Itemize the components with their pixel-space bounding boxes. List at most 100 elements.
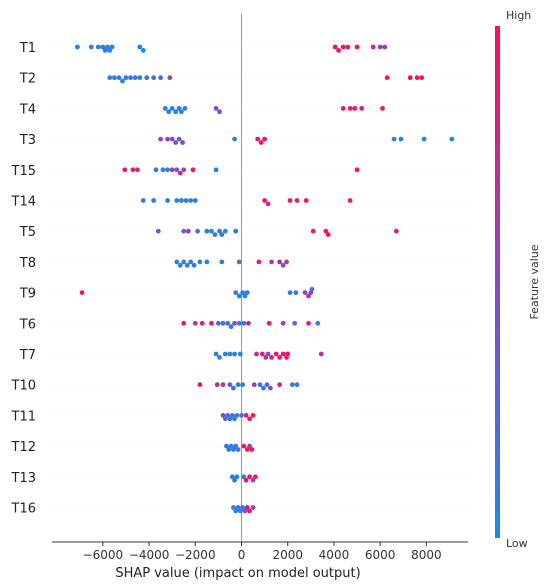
x-tick-label: 0 bbox=[238, 548, 246, 562]
shap-point bbox=[231, 447, 236, 452]
shap-point bbox=[239, 413, 244, 418]
shap-point bbox=[315, 320, 321, 326]
x-tick-label: 8000 bbox=[411, 548, 442, 562]
shap-point bbox=[302, 290, 308, 295]
shap-point bbox=[158, 136, 164, 142]
shap-point bbox=[174, 167, 180, 173]
shap-point bbox=[241, 474, 247, 480]
shap-point bbox=[246, 320, 251, 326]
shap-point bbox=[382, 44, 388, 50]
shap-point bbox=[140, 198, 146, 203]
shap-point bbox=[249, 447, 255, 452]
shap-point bbox=[323, 228, 329, 234]
shap-point bbox=[155, 228, 161, 234]
shap-point bbox=[216, 320, 221, 326]
shap-point bbox=[231, 505, 236, 510]
shap-point bbox=[229, 413, 235, 418]
feature-label: T7 bbox=[19, 348, 36, 363]
feature-label: T14 bbox=[11, 195, 36, 210]
shap-point bbox=[204, 259, 210, 265]
shap-point bbox=[285, 351, 291, 357]
shap-point bbox=[294, 198, 300, 203]
shap-point bbox=[227, 416, 233, 422]
shap-point bbox=[112, 75, 117, 81]
shap-point bbox=[222, 228, 228, 234]
shap-point bbox=[332, 44, 338, 50]
shap-point bbox=[116, 75, 122, 81]
feature-label: T3 bbox=[19, 133, 36, 148]
shap-point bbox=[165, 198, 170, 203]
shap-point bbox=[265, 351, 271, 357]
shap-point bbox=[244, 290, 250, 295]
shap-point bbox=[244, 505, 250, 510]
shap-point bbox=[88, 44, 94, 50]
shap-point bbox=[177, 170, 183, 176]
shap-point bbox=[209, 320, 214, 326]
shap-point bbox=[109, 44, 115, 50]
shap-point bbox=[135, 167, 140, 173]
colorbar-high-label: High bbox=[506, 9, 531, 22]
shap-point bbox=[184, 262, 190, 268]
shap-point bbox=[264, 382, 270, 388]
shap-point bbox=[254, 351, 259, 357]
shap-point bbox=[398, 136, 404, 142]
feature-label: T11 bbox=[11, 409, 36, 424]
shap-point bbox=[380, 106, 385, 111]
shap-point bbox=[224, 443, 229, 449]
shap-point bbox=[318, 351, 324, 357]
shap-point bbox=[183, 198, 189, 203]
shap-point bbox=[191, 262, 197, 268]
shap-point bbox=[240, 290, 246, 295]
shap-point bbox=[310, 228, 316, 234]
shap-point bbox=[95, 44, 101, 50]
shap-point bbox=[273, 351, 279, 357]
shap-point bbox=[166, 109, 172, 115]
shap-point bbox=[231, 385, 236, 391]
shap-point bbox=[256, 259, 262, 265]
feature-label: T1 bbox=[19, 41, 36, 56]
shap-point bbox=[79, 290, 85, 295]
shap-point bbox=[169, 106, 175, 111]
shap-point bbox=[255, 136, 261, 142]
shap-point bbox=[222, 416, 228, 422]
feature-label: T10 bbox=[11, 379, 36, 394]
shap-point bbox=[421, 136, 427, 142]
shap-point bbox=[240, 505, 246, 510]
shap-point bbox=[195, 228, 201, 234]
shap-point bbox=[292, 320, 298, 326]
shap-point bbox=[393, 228, 399, 234]
x-axis-ticks: −6000 −4000 −2000 0 2000 4000 6000 8000 bbox=[83, 542, 442, 562]
shap-point bbox=[263, 355, 269, 360]
shap-point bbox=[173, 140, 179, 145]
shap-point bbox=[174, 259, 180, 265]
shap-point bbox=[137, 44, 143, 50]
shap-point bbox=[107, 48, 113, 53]
shap-point bbox=[407, 75, 413, 81]
shap-point bbox=[243, 413, 249, 418]
feature-label: T4 bbox=[19, 102, 36, 117]
shap-point bbox=[277, 259, 283, 265]
shap-point bbox=[181, 320, 187, 326]
shap-point bbox=[325, 232, 331, 238]
shap-point bbox=[151, 198, 157, 203]
shap-point bbox=[222, 351, 228, 357]
shap-point bbox=[182, 106, 188, 111]
shap-point bbox=[167, 75, 173, 81]
shap-point bbox=[153, 167, 159, 173]
shap-point bbox=[265, 201, 271, 207]
x-tick-label: −6000 bbox=[83, 548, 124, 562]
shap-point bbox=[227, 351, 233, 357]
shap-point bbox=[165, 136, 170, 142]
shap-point bbox=[235, 447, 241, 452]
feature-label: T12 bbox=[11, 440, 36, 455]
x-tick-label: 4000 bbox=[319, 548, 350, 562]
shap-point bbox=[181, 167, 187, 173]
shap-point bbox=[236, 259, 242, 265]
shap-point bbox=[391, 136, 397, 142]
shap-point bbox=[262, 136, 268, 142]
shap-point bbox=[384, 75, 390, 81]
shap-point bbox=[188, 259, 194, 265]
feature-label: T6 bbox=[19, 317, 36, 332]
shap-point bbox=[244, 447, 250, 452]
shap-point bbox=[219, 232, 225, 238]
